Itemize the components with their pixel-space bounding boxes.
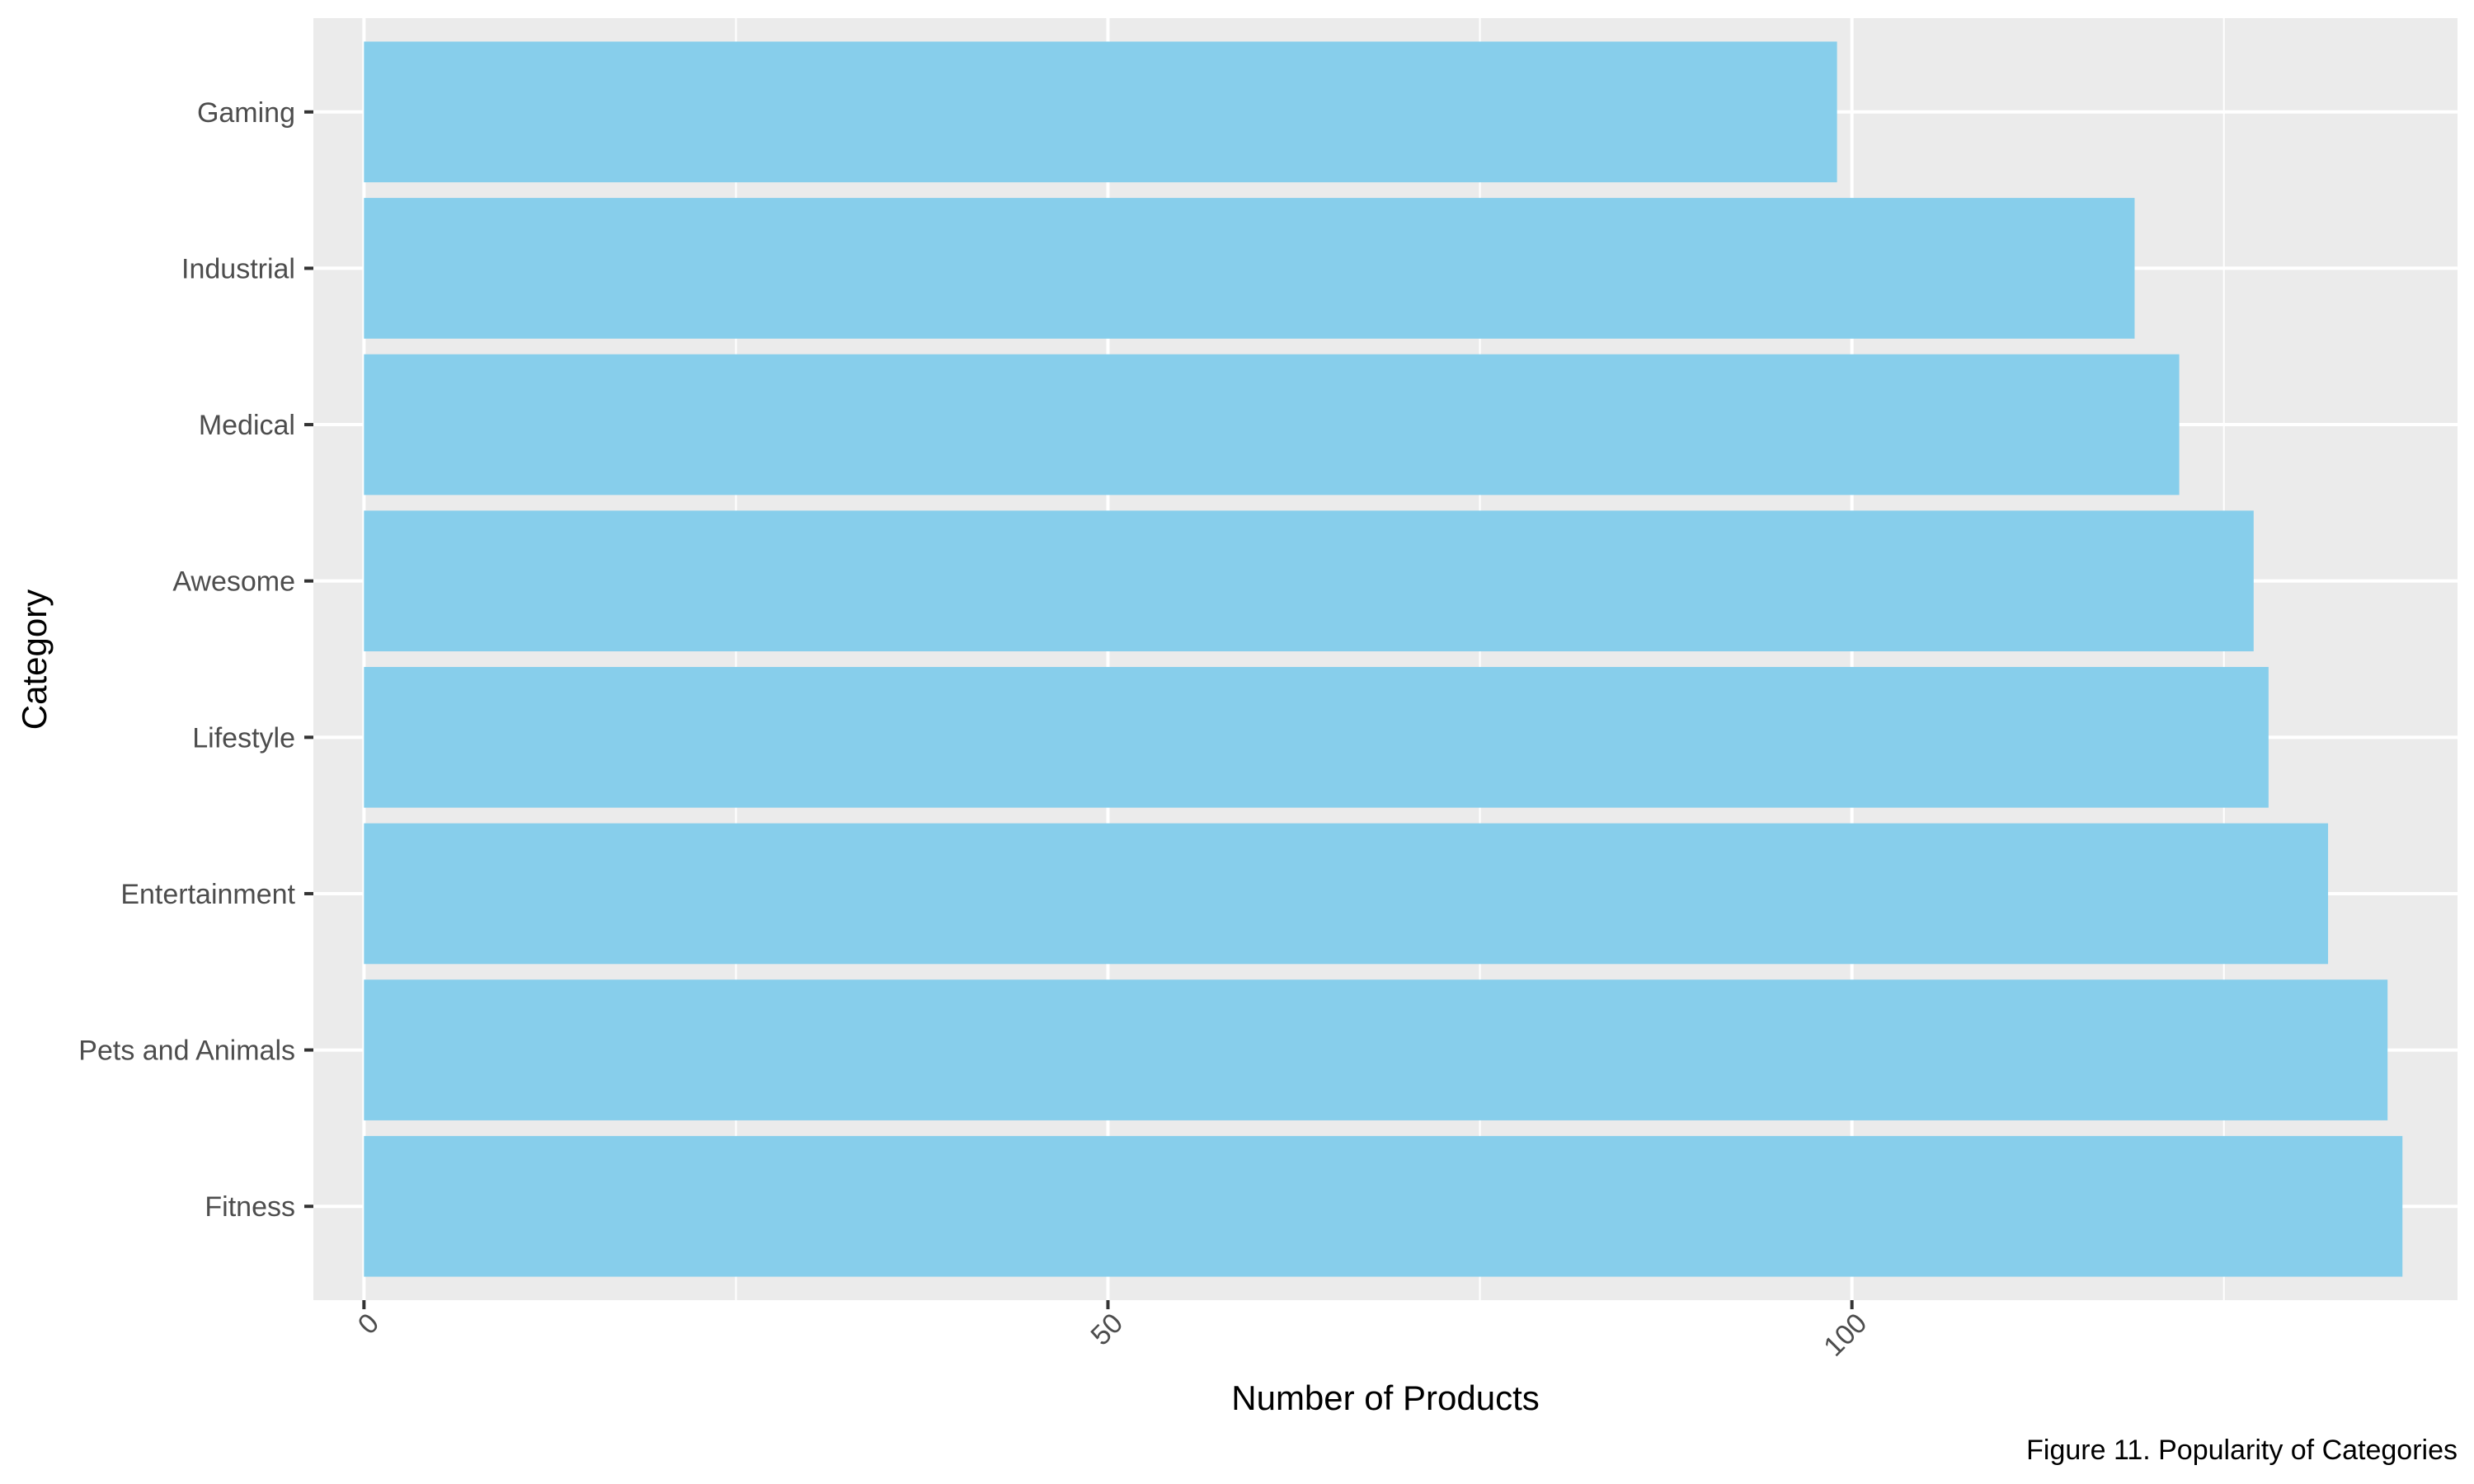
- x-axis: 0 50 100: [352, 1300, 1873, 1363]
- bar-lifestyle: [364, 666, 2269, 808]
- bar-pets-and-animals: [364, 979, 2388, 1120]
- bar-fitness: [364, 1135, 2403, 1277]
- y-tick-label: Pets and Animals: [78, 1036, 295, 1067]
- bar-entertainment: [364, 823, 2329, 965]
- figure-caption: Figure 11. Popularity of Categories: [2026, 1435, 2458, 1466]
- bars: [364, 41, 2403, 1277]
- y-tick-label: Gaming: [197, 97, 295, 129]
- x-tick-label: 0: [352, 1308, 385, 1341]
- y-tick-label: Industrial: [181, 253, 295, 284]
- bar-medical: [364, 354, 2180, 495]
- bar-industrial: [364, 198, 2135, 339]
- y-tick-label: Fitness: [205, 1191, 295, 1223]
- x-axis-title: Number of Products: [1231, 1378, 1540, 1417]
- bar-awesome: [364, 510, 2254, 652]
- y-tick-label: Medical: [199, 410, 295, 441]
- y-tick-label: Awesome: [172, 566, 295, 598]
- y-tick-label: Entertainment: [120, 879, 295, 910]
- y-axis: Gaming Industrial Medical Awesome Lifestyle E…: [78, 97, 313, 1223]
- x-tick-label: 100: [1818, 1308, 1873, 1363]
- y-axis-title: Category: [15, 589, 54, 730]
- x-tick-label: 50: [1085, 1308, 1130, 1352]
- y-tick-label: Lifestyle: [192, 722, 295, 754]
- bar-gaming: [364, 41, 1837, 183]
